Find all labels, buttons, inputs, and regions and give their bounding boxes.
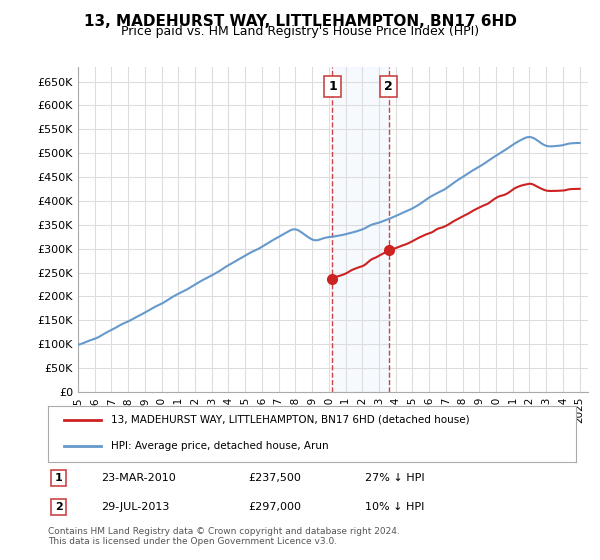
Text: £297,000: £297,000 [248,502,302,512]
Text: £237,500: £237,500 [248,473,302,483]
Text: 23-MAR-2010: 23-MAR-2010 [101,473,176,483]
Text: HPI: Average price, detached house, Arun: HPI: Average price, detached house, Arun [112,441,329,451]
Text: Price paid vs. HM Land Registry's House Price Index (HPI): Price paid vs. HM Land Registry's House … [121,25,479,38]
Text: 10% ↓ HPI: 10% ↓ HPI [365,502,424,512]
Bar [332,67,389,392]
Text: Contains HM Land Registry data © Crown copyright and database right 2024.
This d: Contains HM Land Registry data © Crown c… [48,526,400,546]
Text: 27% ↓ HPI: 27% ↓ HPI [365,473,424,483]
Text: 13, MADEHURST WAY, LITTLEHAMPTON, BN17 6HD: 13, MADEHURST WAY, LITTLEHAMPTON, BN17 6… [83,14,517,29]
Text: 1: 1 [328,80,337,93]
Text: 29-JUL-2013: 29-JUL-2013 [101,502,169,512]
Text: 1: 1 [55,473,62,483]
Text: 13, MADEHURST WAY, LITTLEHAMPTON, BN17 6HD (detached house): 13, MADEHURST WAY, LITTLEHAMPTON, BN17 6… [112,415,470,425]
Text: 2: 2 [55,502,62,512]
Text: 2: 2 [384,80,393,93]
